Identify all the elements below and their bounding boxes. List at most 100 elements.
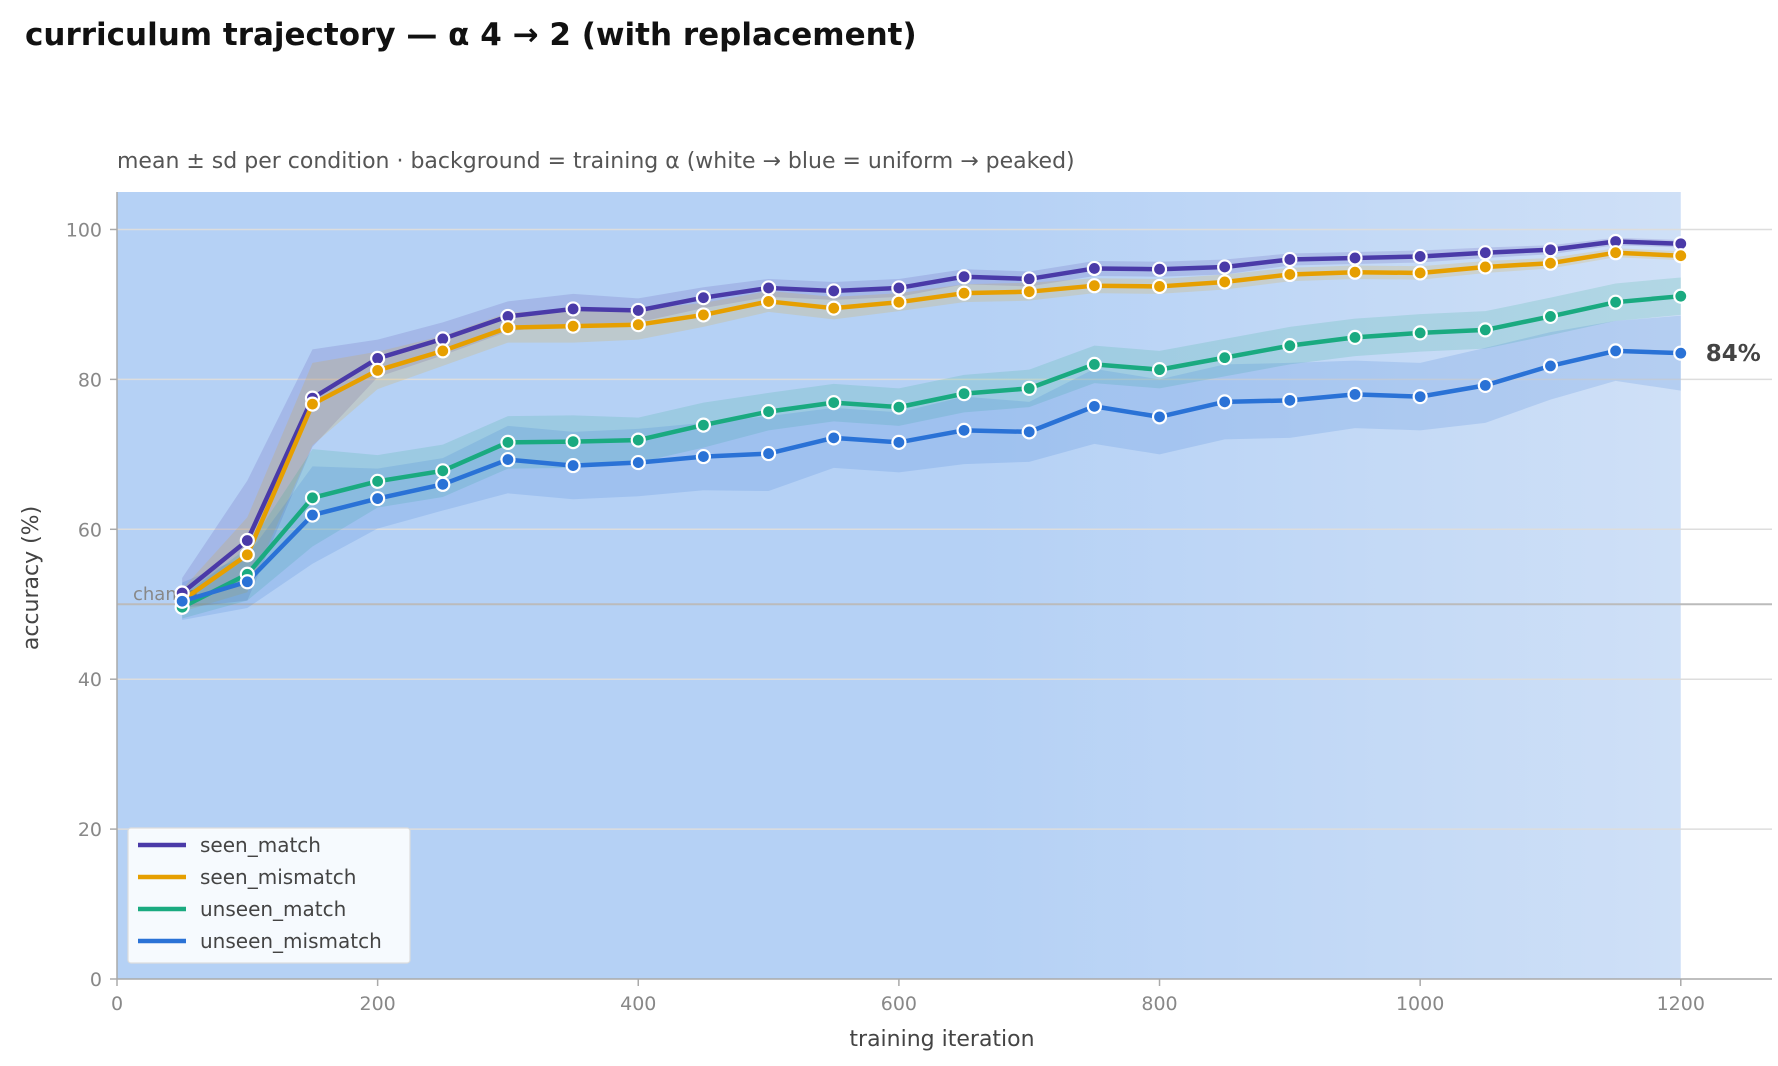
point-unseen-match [891, 399, 907, 415]
point-seen-match [1542, 242, 1559, 258]
point-unseen-match [1347, 329, 1363, 346]
point-seen-mismatch [1608, 245, 1624, 261]
point-unseen-mismatch [435, 476, 451, 492]
point-unseen-mismatch [956, 422, 972, 438]
point-seen-match [1151, 261, 1168, 277]
point-unseen-match [435, 463, 451, 479]
axes [116, 192, 1772, 980]
y-tick-label: 60 [78, 519, 102, 541]
sd-bands [182, 237, 1681, 620]
point-unseen-match [1412, 325, 1428, 341]
point-unseen-mismatch [1151, 409, 1168, 425]
point-seen-match [1086, 260, 1102, 277]
point-seen-mismatch [1412, 265, 1428, 281]
chart-title: curriculum trajectory — α 4 → 2 (with re… [25, 17, 917, 53]
y-axis-label: accuracy (%) [19, 506, 44, 650]
point-unseen-mismatch [760, 445, 777, 462]
point-seen-match [695, 290, 712, 306]
point-unseen-match [956, 386, 972, 402]
point-seen-mismatch [826, 300, 842, 316]
point-unseen-mismatch [1412, 389, 1428, 405]
point-unseen-mismatch [565, 457, 581, 474]
sd-band-seen-mismatch [182, 248, 1681, 612]
legend-label-unseen-mismatch: unseen_mismatch [200, 929, 382, 953]
point-seen-match [760, 280, 777, 296]
line-seen-match [180, 239, 1681, 595]
y-tick-label: 0 [90, 969, 102, 991]
line-seen-mismatch [180, 250, 1681, 603]
x-tick-label: 200 [359, 993, 395, 1015]
point-seen-mismatch [1217, 274, 1233, 290]
line-unseen-mismatch [181, 348, 1681, 604]
x-tick-label: 800 [1141, 993, 1177, 1015]
point-unseen-mismatch [370, 490, 386, 507]
point-unseen-match [1542, 308, 1559, 325]
point-unseen-match [1282, 338, 1298, 354]
point-unseen-match [760, 404, 777, 420]
point-seen-mismatch [435, 343, 451, 359]
point-unseen-match [1217, 350, 1233, 366]
point-unseen-match [370, 473, 386, 489]
point-seen-mismatch [239, 547, 255, 563]
end-annotation-text: 84% [1706, 341, 1761, 367]
point-unseen-mismatch [826, 430, 842, 446]
point-unseen-mismatch [1021, 424, 1037, 440]
point-unseen-mismatch [1477, 377, 1493, 393]
y-tick-label: 40 [78, 669, 102, 691]
line-unseen-match [181, 293, 1681, 610]
point-seen-mismatch [500, 320, 516, 336]
point-seen-mismatch [891, 294, 907, 310]
x-tick-label: 1200 [1657, 993, 1705, 1015]
point-seen-mismatch [1542, 255, 1559, 271]
point-seen-match [1412, 248, 1428, 265]
point-seen-mismatch [956, 285, 972, 301]
point-unseen-match [500, 434, 516, 450]
point-seen-match [1021, 271, 1037, 287]
x-axis-label: training iteration [849, 1027, 1034, 1052]
legend-label-seen-mismatch: seen_mismatch [200, 865, 356, 889]
point-unseen-mismatch [1086, 398, 1102, 414]
point-seen-mismatch [630, 317, 646, 333]
point-seen-match [630, 302, 646, 319]
point-unseen-mismatch [1542, 358, 1559, 374]
point-seen-mismatch [565, 318, 581, 334]
point-seen-mismatch [1477, 259, 1493, 275]
point-seen-mismatch [370, 362, 386, 378]
point-unseen-match [1477, 322, 1493, 338]
x-tick-label: 600 [881, 993, 917, 1015]
point-seen-match [1477, 245, 1493, 261]
x-tick-label: 0 [111, 993, 123, 1015]
point-seen-mismatch [1021, 284, 1037, 300]
point-unseen-match [1086, 356, 1102, 372]
point-unseen-mismatch [630, 454, 646, 471]
point-unseen-mismatch [1673, 345, 1689, 361]
series-lines [180, 239, 1681, 610]
sd-band-unseen-match [182, 277, 1681, 619]
point-seen-mismatch [1347, 264, 1363, 280]
chart-subtitle: mean ± sd per condition · background = t… [117, 149, 1075, 174]
point-seen-match [826, 283, 842, 299]
point-unseen-mismatch [1217, 394, 1233, 410]
point-seen-mismatch [304, 396, 321, 412]
point-unseen-match [304, 490, 321, 506]
point-unseen-mismatch [1347, 386, 1363, 402]
point-unseen-mismatch [1282, 392, 1298, 408]
point-unseen-match [1608, 294, 1624, 310]
point-unseen-mismatch [695, 448, 712, 465]
point-seen-match [239, 532, 255, 549]
point-seen-match [891, 280, 907, 296]
y-axis-ticks: 0 20 40 60 80 100 [66, 219, 117, 991]
point-unseen-match [565, 433, 581, 450]
point-seen-match [1217, 259, 1233, 275]
point-seen-mismatch [1086, 278, 1102, 294]
x-tick-label: 1000 [1396, 993, 1444, 1015]
point-unseen-match [1673, 288, 1689, 304]
x-tick-label: 400 [620, 993, 656, 1015]
legend-box [127, 827, 411, 964]
series-points [174, 233, 1689, 615]
y-tick-label: 80 [78, 369, 102, 391]
point-unseen-match [826, 395, 842, 411]
x-axis-ticks: 0 200 400 600 800 1000 1200 [111, 979, 1705, 1015]
legend-label-seen-match: seen_match [200, 833, 321, 857]
